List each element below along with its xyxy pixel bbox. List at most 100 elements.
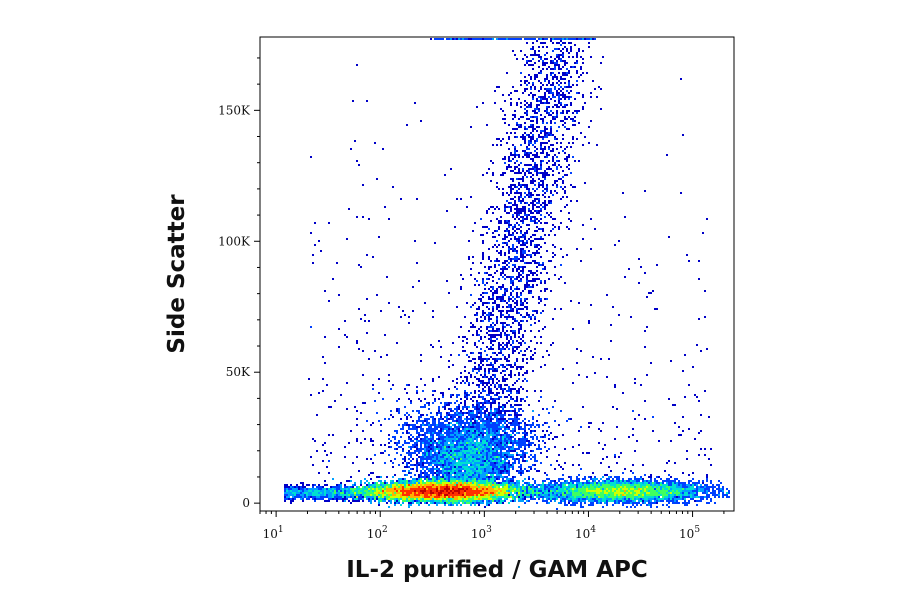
event-dot (410, 500, 412, 502)
event-dot (366, 494, 368, 496)
event-dot (508, 440, 510, 442)
event-dot (568, 82, 570, 84)
event-dot (412, 440, 414, 442)
event-dot (510, 414, 512, 416)
event-dot (544, 148, 546, 150)
event-dot (504, 492, 506, 494)
event-dot (452, 460, 454, 462)
event-dot (496, 360, 498, 362)
event-dot (480, 500, 482, 502)
event-dot (526, 308, 528, 310)
event-dot (472, 230, 474, 232)
event-dot (524, 164, 526, 166)
event-dot (400, 446, 402, 448)
event-dot (436, 426, 438, 428)
event-dot (430, 494, 432, 496)
event-dot (480, 382, 482, 384)
event-dot (462, 446, 464, 448)
event-dot (510, 388, 512, 390)
event-dot (484, 468, 486, 470)
event-dot (536, 246, 538, 248)
event-dot (398, 412, 400, 414)
event-dot (392, 488, 394, 490)
event-dot (456, 400, 458, 402)
event-dot (538, 100, 540, 102)
event-dot (416, 478, 418, 480)
event-dot (396, 490, 398, 492)
event-dot (406, 416, 408, 418)
event-dot (548, 146, 550, 148)
event-dot (494, 402, 496, 404)
event-dot (570, 76, 572, 78)
event-dot (560, 60, 562, 62)
event-dot (410, 498, 412, 500)
event-dot (578, 110, 580, 112)
event-dot (510, 190, 512, 192)
event-dot (508, 124, 510, 126)
event-dot (502, 364, 504, 366)
event-dot (524, 284, 526, 286)
event-dot (516, 308, 518, 310)
event-dot (460, 494, 462, 496)
event-dot (496, 424, 498, 426)
event-dot (550, 202, 552, 204)
event-dot (432, 424, 434, 426)
event-dot (366, 498, 368, 500)
event-dot (426, 478, 428, 480)
event-dot (426, 486, 428, 488)
event-dot (478, 468, 480, 470)
event-dot (504, 294, 506, 296)
event-dot (448, 450, 450, 452)
event-dot (494, 476, 496, 478)
event-dot (486, 478, 488, 480)
event-dot (492, 328, 494, 330)
event-dot (510, 260, 512, 262)
event-dot (568, 98, 570, 100)
event-dot (398, 440, 400, 442)
event-dot (374, 492, 376, 494)
event-dot (512, 188, 514, 190)
event-dot (480, 442, 482, 444)
event-dot (490, 368, 492, 370)
event-dot (514, 424, 516, 426)
event-dot (502, 434, 504, 436)
event-dot (500, 222, 502, 224)
event-dot (554, 88, 556, 90)
event-dot (526, 494, 528, 496)
event-dot (496, 430, 498, 432)
event-dot (498, 494, 500, 496)
event-dot (418, 452, 420, 454)
event-dot (544, 130, 546, 132)
event-dot (530, 468, 532, 470)
event-dot (534, 184, 536, 186)
event-dot (444, 462, 446, 464)
event-dot (508, 488, 510, 490)
event-dot (434, 424, 436, 426)
event-dot (542, 486, 544, 488)
event-dot (414, 442, 416, 444)
event-dot (400, 486, 402, 488)
event-dot (512, 348, 514, 350)
event-dot (468, 498, 470, 500)
event-dot (510, 446, 512, 448)
event-dot (500, 502, 502, 504)
event-dot (488, 426, 490, 428)
event-dot (532, 204, 534, 206)
event-dot (524, 298, 526, 300)
event-dot (554, 218, 556, 220)
event-dot (446, 424, 448, 426)
event-dot (432, 502, 434, 504)
event-dot (356, 488, 358, 490)
event-dot (528, 188, 530, 190)
event-dot (522, 492, 524, 494)
event-dot (402, 482, 404, 484)
event-dot (486, 424, 488, 426)
event-dot (408, 500, 410, 502)
event-dot (498, 452, 500, 454)
event-dot (478, 448, 480, 450)
event-dot (526, 470, 528, 472)
event-dot (438, 496, 440, 498)
event-dot (474, 432, 476, 434)
event-dot (422, 466, 424, 468)
event-dot (468, 424, 470, 426)
